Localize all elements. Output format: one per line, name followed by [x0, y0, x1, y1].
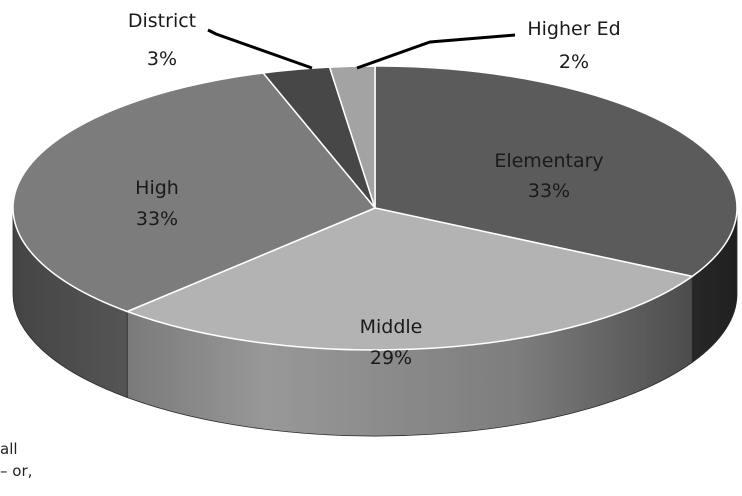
stray-text-1: all — [0, 440, 18, 458]
leader-district — [207, 28, 313, 70]
slice-high — [12, 72, 377, 313]
pct-middle: 29% — [370, 347, 412, 369]
leader-lines — [207, 28, 516, 70]
slice-middle — [125, 207, 695, 351]
label-higher-ed: Higher Ed — [527, 18, 620, 40]
stray-text-2: – or, — [0, 462, 33, 480]
pct-elementary: 33% — [528, 180, 570, 202]
label-middle: Middle — [360, 316, 423, 338]
pct-higher-ed: 2% — [559, 51, 589, 73]
pct-high: 33% — [136, 208, 178, 230]
slice-elementary — [374, 65, 738, 278]
label-high: High — [135, 177, 179, 199]
label-district: District — [128, 10, 196, 32]
label-elementary: Elementary — [494, 150, 603, 172]
pie-tops — [12, 65, 738, 351]
pct-district: 3% — [147, 48, 177, 70]
leader-higher-ed — [356, 33, 516, 70]
slice-labels: Elementary 33% Middle 29% High 33% Distr… — [128, 10, 621, 369]
slice-higher-ed — [328, 65, 376, 209]
